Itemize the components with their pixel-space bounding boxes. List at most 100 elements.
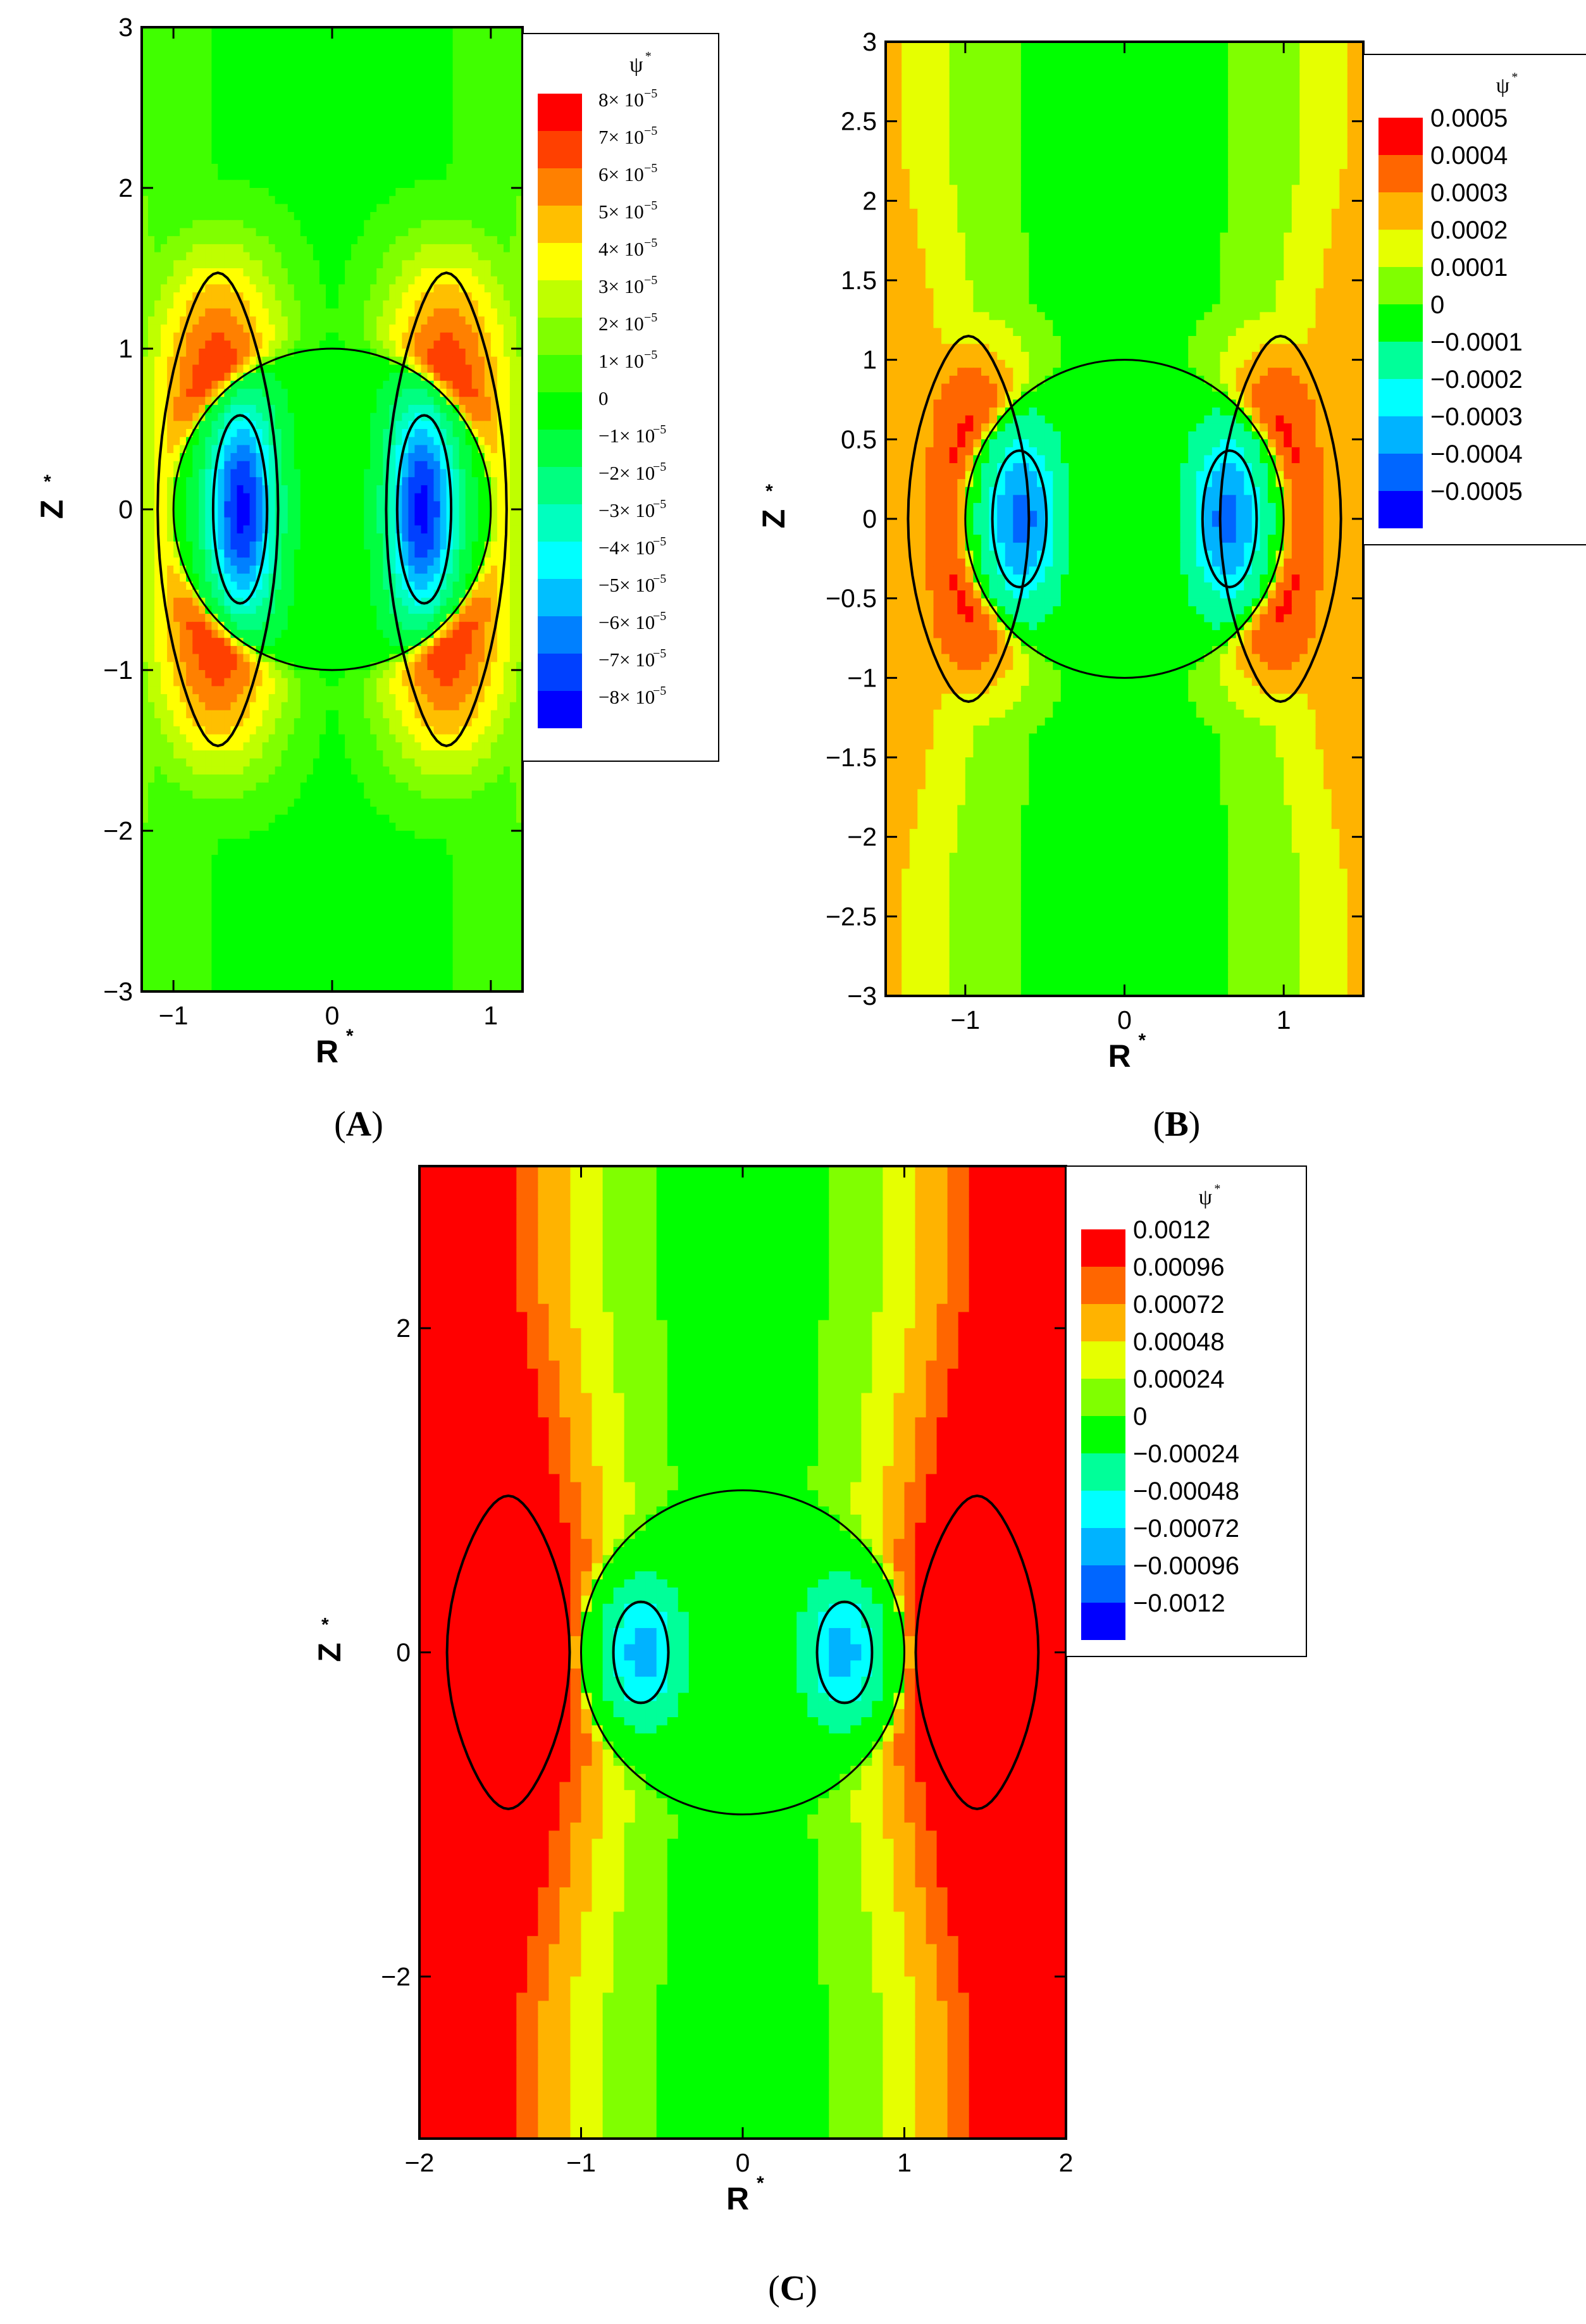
- contour-cell: [205, 413, 213, 422]
- contour-cell: [452, 83, 460, 92]
- contour-cell: [427, 156, 435, 165]
- contour-cell: [484, 276, 492, 285]
- contour-cell: [186, 541, 193, 550]
- contour-cell: [281, 413, 288, 422]
- contour-cell: [414, 300, 422, 309]
- contour-cell: [256, 252, 263, 261]
- contour-cell: [218, 83, 225, 92]
- contour-cell: [192, 132, 200, 140]
- contour-cell: [516, 421, 523, 430]
- contour-cell: [161, 147, 168, 156]
- contour-cell: [313, 445, 320, 454]
- contour-cell: [300, 565, 307, 575]
- contour-cell: [256, 445, 263, 454]
- contour-cell: [516, 461, 523, 470]
- contour-cell: [408, 565, 416, 575]
- contour-cell: [364, 316, 371, 325]
- contour-cell: [300, 413, 307, 422]
- contour-cell: [186, 300, 193, 309]
- contour-cell: [275, 686, 282, 695]
- contour-cell: [452, 469, 460, 478]
- contour-cell: [465, 292, 473, 301]
- contour-cell: [490, 236, 498, 245]
- contour-cell: [389, 445, 397, 454]
- contour-cell: [243, 678, 251, 687]
- contour-cell: [161, 204, 168, 213]
- contour-cell: [306, 590, 314, 599]
- contour-cell: [351, 397, 358, 406]
- contour-cell: [224, 437, 232, 446]
- contour-cell: [281, 244, 288, 253]
- contour-cell: [237, 59, 244, 68]
- contour-cell: [243, 91, 251, 101]
- contour-cell: [332, 220, 339, 229]
- contour-cell: [180, 645, 187, 655]
- contour-cell: [205, 541, 213, 550]
- contour-cell: [345, 645, 352, 655]
- contour-cell: [465, 204, 473, 213]
- contour-cell: [357, 252, 364, 261]
- contour-cell: [180, 404, 187, 414]
- contour-cell: [503, 541, 511, 550]
- contour-cell: [446, 509, 454, 518]
- contour-cell: [154, 147, 161, 156]
- contour-cell: [154, 453, 161, 462]
- contour-cell: [275, 196, 282, 205]
- contour-cell: [199, 654, 206, 663]
- contour-cell: [471, 300, 479, 309]
- contour-cell: [509, 284, 517, 293]
- contour-cell: [300, 356, 307, 366]
- contour-cell: [395, 260, 403, 269]
- contour-cell: [452, 204, 460, 213]
- contour-cell: [306, 260, 314, 269]
- contour-cell: [338, 228, 345, 237]
- contour-cell: [478, 501, 485, 510]
- contour-cell: [313, 686, 320, 695]
- contour-cell: [452, 397, 460, 406]
- contour-cell: [281, 204, 288, 213]
- contour-cell: [446, 461, 454, 470]
- contour-cell: [205, 533, 213, 542]
- contour-cell: [154, 35, 161, 44]
- contour-cell: [427, 75, 435, 84]
- contour-cell: [256, 332, 263, 342]
- contour-cell: [199, 686, 206, 695]
- contour-cell: [306, 373, 314, 382]
- contour-cell: [192, 453, 200, 462]
- contour-cell: [243, 244, 251, 253]
- contour-cell: [281, 662, 288, 671]
- contour-cell: [459, 308, 466, 317]
- contour-cell: [249, 469, 257, 478]
- contour-cell: [230, 180, 238, 189]
- contour-cell: [440, 204, 447, 213]
- contour-cell: [167, 204, 174, 213]
- contour-cell: [211, 501, 219, 510]
- contour-cell: [142, 27, 149, 36]
- contour-cell: [281, 445, 288, 454]
- contour-cell: [370, 670, 377, 679]
- contour-cell: [243, 662, 251, 671]
- contour-cell: [509, 557, 517, 566]
- contour-cell: [433, 132, 441, 140]
- contour-cell: [408, 324, 416, 333]
- contour-cell: [180, 413, 187, 422]
- contour-cell: [211, 573, 219, 583]
- contour-cell: [211, 356, 219, 366]
- contour-cell: [490, 678, 498, 687]
- contour-cell: [427, 340, 435, 349]
- contour-cell: [161, 51, 168, 60]
- contour-cell: [243, 196, 251, 205]
- contour-cell: [275, 260, 282, 269]
- contour-cell: [294, 549, 301, 558]
- contour-cell: [516, 180, 523, 189]
- contour-cell: [275, 332, 282, 342]
- contour-cell: [490, 252, 498, 261]
- contour-cell: [484, 581, 492, 590]
- contour-cell: [256, 614, 263, 623]
- contour-cell: [395, 517, 403, 526]
- contour-cell: [243, 147, 251, 156]
- contour-cell: [414, 123, 422, 132]
- contour-cell: [345, 404, 352, 414]
- contour-cell: [364, 517, 371, 526]
- contour-cell: [452, 477, 460, 486]
